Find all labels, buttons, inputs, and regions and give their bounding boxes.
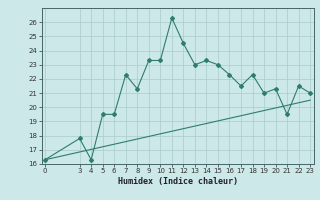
X-axis label: Humidex (Indice chaleur): Humidex (Indice chaleur): [118, 177, 237, 186]
